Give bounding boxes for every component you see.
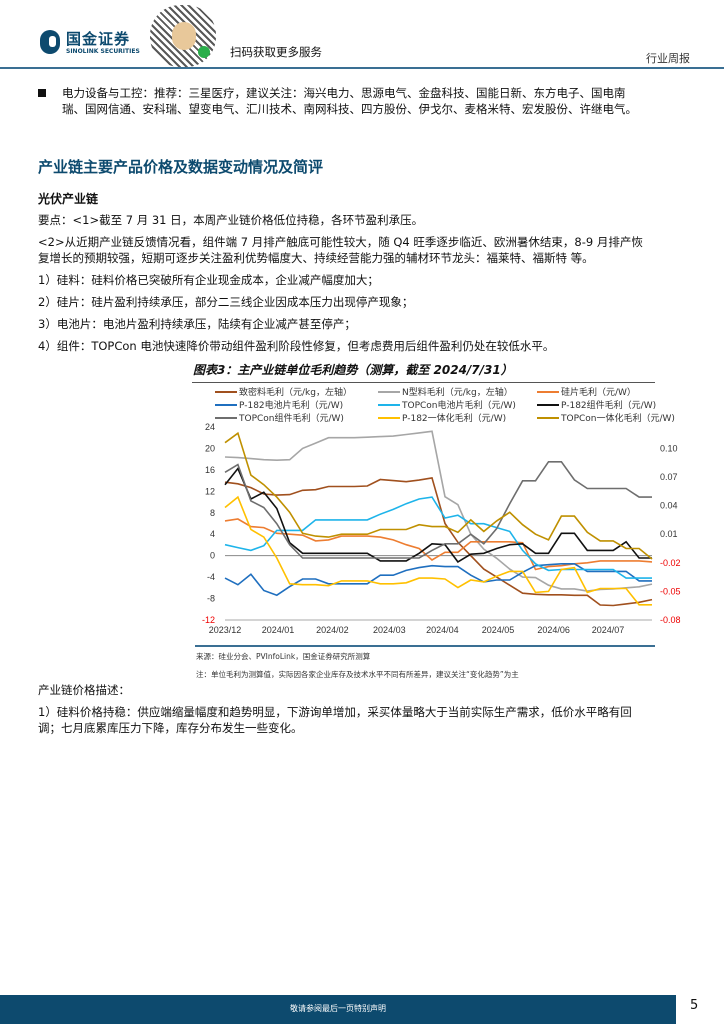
legend-item: TOPCon电池片毛利（元/W) [378,398,516,411]
left-tick-label: -12 [202,615,215,625]
chart-title: 图表3：主产业链单位毛利趋势（测算，截至 2024/7/31） [193,363,513,377]
left-tick-label: 16 [205,465,215,475]
left-tick-label: 4 [210,529,215,539]
bullet-text-line: 电力设备与工控：推荐：三星医疗，建议关注：海兴电力、思源电气、金盘科技、国能日新… [62,86,626,100]
bullet-square-icon [38,89,46,97]
series-line-6 [224,460,652,559]
series-line-0 [224,476,653,607]
legend-label: 致密料毛利（元/kg，左轴） [239,388,352,398]
footer-disclaimer[interactable]: 敬请参阅最后一页特别声明 [290,1004,386,1013]
source-divider [195,645,655,647]
x-tick-label: 2024/06 [537,625,570,635]
right-tick-label: 0.04 [660,501,678,511]
x-tick-label: 2024/05 [482,625,515,635]
legend-label: P-182组件毛利（元/W) [561,401,657,411]
series-line-5 [224,466,652,563]
x-tick-label: 2024/07 [592,625,625,635]
legend-swatch-icon [215,416,237,419]
right-tick-label: -0.05 [660,586,681,596]
legend-swatch-icon [378,390,400,393]
chart-note: 注：单位毛利为测算值，实际因各家企业库存及技术水平不同有所差异，建议关注“变化趋… [196,670,519,679]
right-tick-label: 0.10 [660,443,678,453]
legend-item: P-182一体化毛利（元/W) [378,411,506,424]
qr-center-logo-icon [172,22,196,50]
chart-source: 来源：硅业分会、PVInfoLink，国金证券研究所测算 [196,652,371,661]
series-line-1 [224,430,653,592]
x-tick-label: 2024/03 [373,625,406,635]
right-tick-label: -0.08 [660,615,681,625]
legend-label: 硅片毛利（元/W） [561,388,636,398]
legend-label: TOPCon一体化毛利（元/W) [561,414,675,424]
x-tick-label: 2024/04 [426,625,459,635]
sinolink-logo-icon [40,30,60,54]
paragraph: 复增长的预期较强，短期可逐步关注盈利优势幅度大、持续经营能力强的辅材环节龙头：福… [38,251,594,265]
qr-caption: 扫码获取更多服务 [230,45,322,59]
subsection-title: 光伏产业链 [38,192,99,206]
series-line-7 [224,495,652,606]
chart-plot: 24 20 16 12 8 4 0 -4 -8 -12 0.10 0.07 0.04 0.01 -0.02 -… [202,422,681,635]
legend-label: P-182电池片毛利（元/W) [239,401,344,411]
section-title: 产业链主要产品价格及数据变动情况及简评 [38,158,324,176]
legend-swatch-icon [215,403,237,406]
series-line-2 [224,518,653,571]
legend-label: TOPCon电池片毛利（元/W) [402,401,516,411]
header-divider [0,67,724,69]
legend-swatch-icon [378,403,400,406]
legend-swatch-icon [537,403,559,406]
legend-label: N型料毛利（元/kg，左轴） [402,388,513,398]
desc-line: 调；七月底累库压力下降，库存分布发生一些变化。 [38,721,303,735]
bullet-text-line: 瑞、国网信通、安科瑞、望变电气、汇川技术、南网科技、四方股份、伊戈尔、麦格米特、… [62,102,637,116]
logo-en-text: SINOLINK SECURITIES [66,48,140,55]
paragraph: <2>从近期产业链反馈情况看，组件端 7 月排产触底可能性较大，随 Q4 旺季逐… [38,235,643,249]
left-tick-label: 8 [210,508,215,518]
footer-bar: 敬请参阅最后一页特别声明 [0,995,676,1024]
legend-item: P-182组件毛利（元/W) [537,398,656,411]
legend-swatch-icon [215,390,237,393]
paragraph: 要点：<1>截至 7 月 31 日，本周产业链价格低位持稳，各环节盈利承压。 [38,213,424,227]
paragraph: 3）电池片：电池片盈利持续承压，陆续有企业减产甚至停产； [38,317,356,331]
legend-item: P-182电池片毛利（元/W) [215,398,343,411]
left-tick-label: -4 [207,572,215,582]
left-tick-label: 0 [210,551,215,561]
legend-swatch-icon [378,416,400,419]
paragraph: 2）硅片：硅片盈利持续承压，部分二三线企业因成本压力出现停产现象； [38,295,414,309]
report-type: 行业周报 [646,52,690,65]
right-tick-label: 0.07 [660,472,678,482]
legend-item: TOPCon组件毛利（元/W) [215,411,344,424]
paragraph: 4）组件：TOPCon 电池快速降价带动组件盈利阶段性修复，但考虑费用后组件盈利… [38,339,555,353]
series-line-4 [224,496,652,579]
legend-swatch-icon [537,390,559,393]
legend-item: N型料毛利（元/kg，左轴） [378,385,513,398]
chart-title-divider [192,382,655,383]
logo-cn-text: 国金证券 [66,30,131,48]
series-line-3 [224,563,652,597]
mini-program-icon [198,46,210,58]
legend-item: TOPCon一体化毛利（元/W) [537,411,675,424]
desc-title: 产业链价格描述： [38,683,130,697]
right-tick-label: -0.02 [660,558,681,568]
legend-label: P-182一体化毛利（元/W) [402,414,507,424]
x-tick-label: 2023/12 [209,625,242,635]
paragraph: 1）硅料：硅料价格已突破所有企业现金成本，企业减产幅度加大； [38,273,379,287]
desc-line: 1）硅料价格持稳：供应端缩量幅度和趋势明显，下游询单增加，采买体量略大于当前实际… [38,705,632,719]
left-tick-label: 24 [205,422,215,432]
right-tick-label: 0.01 [660,529,678,539]
series-line-8 [224,431,653,560]
legend-label: TOPCon组件毛利（元/W) [239,414,344,424]
x-tick-label: 2024/02 [316,625,349,635]
legend-item: 硅片毛利（元/W） [537,385,636,398]
page-number: 5 [690,998,699,1013]
legend-item: 致密料毛利（元/kg，左轴） [215,385,352,398]
x-tick-label: 2024/01 [262,625,295,635]
left-tick-label: 12 [205,486,215,496]
legend-swatch-icon [537,416,559,419]
left-tick-label: -8 [207,594,215,604]
left-tick-label: 20 [205,443,215,453]
